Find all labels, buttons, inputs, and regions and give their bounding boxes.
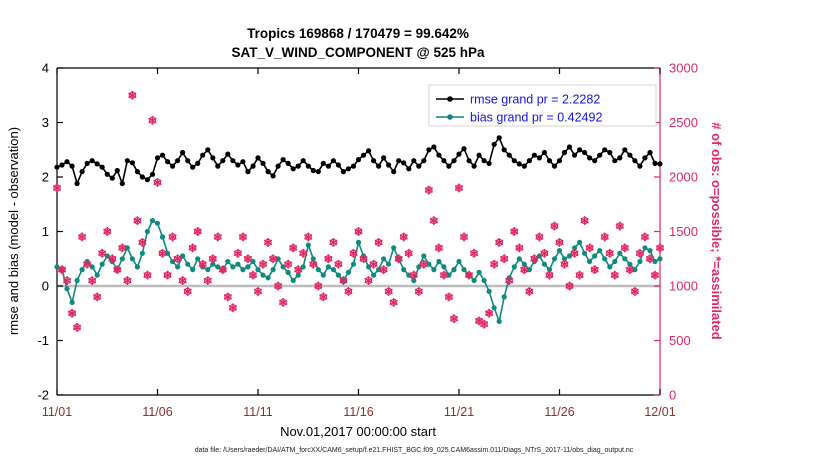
legend-label-bias: bias grand pr = 0.42492 — [470, 111, 602, 125]
y-axis-label-left: rmse and bias (model - observation) — [6, 127, 21, 335]
y-tick-right: 1500 — [669, 224, 698, 239]
legend: rmse grand pr = 2.2282 bias grand pr = 0… — [428, 84, 657, 127]
legend-label-rmse: rmse grand pr = 2.2282 — [470, 93, 600, 107]
x-tick-label: 11/11 — [243, 405, 272, 419]
y-tick-left: -1 — [37, 333, 49, 348]
x-tick-label: 11/06 — [142, 405, 172, 419]
chart-title: Tropics 169868 / 170479 = 99.642% — [247, 26, 469, 41]
y-tick-left: 0 — [42, 279, 49, 294]
y-tick-right: 2000 — [669, 170, 698, 185]
y-tick-left: 1 — [42, 224, 49, 239]
x-tick-label: 11/21 — [444, 405, 474, 419]
y-tick-right: 2500 — [669, 115, 698, 130]
y-tick-left: 4 — [42, 61, 49, 76]
x-tick-label: 11/01 — [42, 405, 72, 419]
y-tick-right: 3000 — [669, 61, 698, 76]
y-tick-right: 0 — [669, 388, 676, 403]
legend-box — [428, 84, 657, 127]
x-tick-label: 11/16 — [343, 405, 373, 419]
data-file-caption: data file: /Users/raeder/DAI/ATM_forcXX/… — [195, 447, 634, 454]
chart-subtitle: SAT_V_WIND_COMPONENT @ 525 hPa — [232, 45, 485, 60]
y-axis-label-right: # of obs: o=possible; *=assimilated — [709, 122, 724, 340]
y-tick-right: 1000 — [669, 279, 698, 294]
x-tick-label: 11/26 — [544, 405, 574, 419]
plot-series — [52, 90, 665, 332]
y-tick-right: 500 — [669, 333, 691, 348]
legend-samples — [436, 96, 464, 120]
y-tick-left: 2 — [42, 170, 49, 185]
x-axis-label: Nov.01,2017 00:00:00 start — [280, 424, 436, 439]
y-tick-left: 3 — [42, 115, 49, 130]
x-tick-label: 12/01 — [644, 405, 675, 419]
plot-axes: -2 -1 0 1 2 3 4 0 500 1000 1500 2000 2500 3000 11/01 11… — [37, 61, 697, 420]
y-tick-left: -2 — [37, 388, 49, 403]
